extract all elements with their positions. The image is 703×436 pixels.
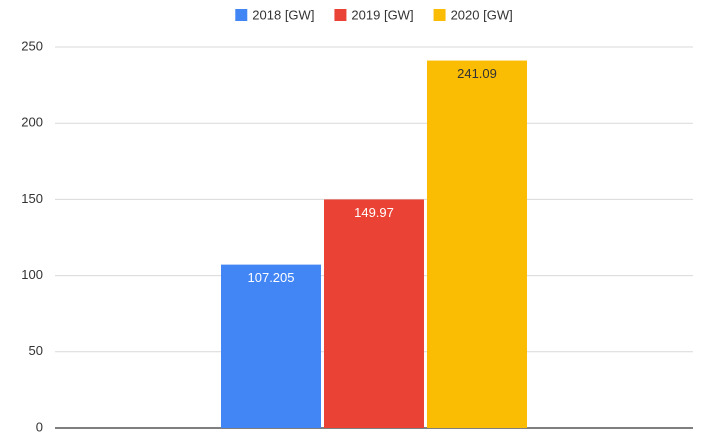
- bar: [324, 199, 424, 428]
- bar: [221, 264, 321, 428]
- y-tick-label: 250: [21, 38, 43, 53]
- y-tick-label: 200: [21, 115, 43, 130]
- legend: 2018 [GW] 2019 [GW] 2020 [GW]: [235, 7, 513, 22]
- legend-swatch: [433, 9, 446, 21]
- data-label: 107.205: [248, 270, 295, 285]
- y-tick-label: 0: [36, 419, 43, 434]
- data-label: 149.97: [354, 205, 394, 220]
- data-label: 241.09: [457, 66, 497, 81]
- bar: [427, 60, 527, 429]
- y-tick-label: 150: [21, 191, 43, 206]
- legend-label: 2020 [GW]: [451, 7, 513, 22]
- y-tick-label: 100: [21, 267, 43, 282]
- y-tick-label: 50: [29, 343, 43, 358]
- legend-swatch: [334, 9, 347, 21]
- legend-label: 2019 [GW]: [351, 7, 413, 22]
- legend-swatch: [235, 9, 248, 21]
- legend-label: 2018 [GW]: [252, 7, 314, 22]
